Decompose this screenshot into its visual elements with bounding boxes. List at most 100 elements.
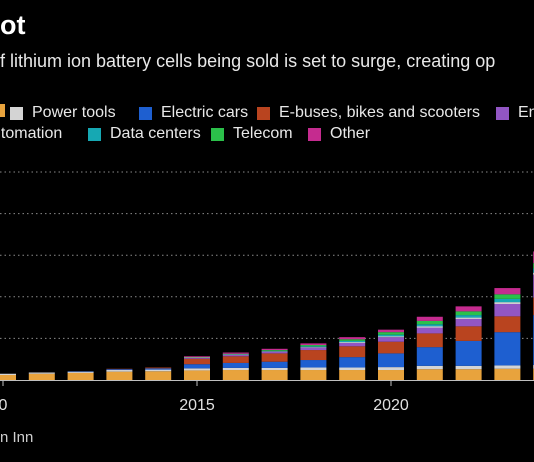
bar-segment xyxy=(494,302,521,304)
legend-row-2: utomation Data centers Telecom Other xyxy=(0,125,534,147)
bar-segment xyxy=(261,350,288,351)
bar-segment xyxy=(455,315,482,318)
bar-segment xyxy=(339,367,366,371)
source-note: n Inn xyxy=(0,429,34,446)
bar-segment xyxy=(416,316,443,321)
bar-segment xyxy=(222,356,249,363)
bar-segment xyxy=(106,371,133,380)
bar-segment xyxy=(455,365,482,370)
bar-segment xyxy=(455,317,482,319)
bar-segment xyxy=(455,306,482,312)
legend-swatch xyxy=(257,106,270,120)
bar-segment xyxy=(222,362,249,368)
bar-segment xyxy=(378,334,404,337)
bar-segment xyxy=(106,369,133,371)
bar-segment xyxy=(378,367,404,371)
legend-item: Data centers xyxy=(88,125,201,143)
bar-segment xyxy=(339,342,366,347)
legend-swatch xyxy=(211,127,224,141)
x-tick-label: 0 xyxy=(0,397,8,414)
bar-segment xyxy=(455,340,482,366)
bar-segment xyxy=(416,327,443,334)
bar-segment xyxy=(184,364,210,369)
bar-segment xyxy=(145,371,172,380)
legend-label: E-buses, bikes and scooters xyxy=(279,104,480,121)
x-tick-label: 2020 xyxy=(373,397,409,414)
bar-segment xyxy=(455,318,482,327)
bar-segment xyxy=(222,367,249,371)
legend-item: Telecom xyxy=(211,125,293,143)
bar-segment xyxy=(28,373,55,380)
legend-item: En xyxy=(496,104,534,122)
legend-item: utomation xyxy=(0,125,62,143)
bar-segment xyxy=(416,326,443,328)
bar-segment xyxy=(494,316,521,333)
legend-item: Power tools xyxy=(10,104,116,122)
bar-segment xyxy=(184,357,210,359)
legend-item: E-buses, bikes and scooters xyxy=(257,104,480,122)
bar-segment xyxy=(494,288,521,295)
bar-segment xyxy=(300,350,327,361)
legend-swatch xyxy=(308,127,321,141)
bar-segment xyxy=(261,367,288,371)
legend-swatch xyxy=(139,106,152,120)
bar-segment xyxy=(494,303,521,317)
legend-label: Other xyxy=(330,125,371,142)
bar-segment xyxy=(0,375,16,380)
bar-segment xyxy=(28,372,55,374)
bar-segment xyxy=(145,369,172,372)
bar-segment xyxy=(300,360,327,368)
bar-segment xyxy=(494,365,521,369)
bar-segment xyxy=(184,368,210,371)
bar-segment xyxy=(184,370,210,380)
bar-segment xyxy=(106,370,133,372)
bar-segment xyxy=(339,370,366,380)
bar-segment xyxy=(300,347,327,351)
bar-segment xyxy=(300,346,327,348)
bar-segment xyxy=(416,324,443,327)
bar-segment xyxy=(339,346,366,358)
legend-swatch xyxy=(10,106,23,120)
bar-segment xyxy=(416,347,443,366)
legend-label: Data centers xyxy=(110,125,201,142)
bar-segment xyxy=(494,294,521,299)
bar-segment xyxy=(339,342,366,343)
bar-segment xyxy=(339,339,366,341)
bar-segment xyxy=(339,337,366,340)
bar-segment xyxy=(494,298,521,303)
bar-segment xyxy=(184,358,210,365)
bar-segment xyxy=(378,353,404,368)
bar-segment xyxy=(416,365,443,370)
bar-segment xyxy=(300,370,327,380)
bar-segment xyxy=(494,368,521,380)
chart-title: ot xyxy=(0,10,26,40)
legend-item: Other xyxy=(308,125,370,143)
bar-segment xyxy=(455,326,482,341)
bar-segment xyxy=(455,369,482,380)
legend-swatch xyxy=(496,106,509,120)
chart-subtitle: f lithium ion battery cells being sold i… xyxy=(0,51,496,71)
legend-label: Electric cars xyxy=(161,104,249,121)
bar-segment xyxy=(0,373,16,376)
bar-segment xyxy=(184,356,210,358)
legend-label: En xyxy=(518,104,534,121)
bar-segment xyxy=(300,345,327,347)
bar-segment xyxy=(261,370,288,380)
bar-segment xyxy=(261,351,288,354)
bar-segment xyxy=(261,348,288,351)
bar-segment xyxy=(222,355,249,357)
bar-segment xyxy=(67,371,94,373)
bar-segment xyxy=(261,361,288,368)
bar-segment xyxy=(378,341,404,354)
bar-segment xyxy=(416,333,443,348)
bar-segment xyxy=(378,332,404,335)
legend-swatch xyxy=(0,104,5,117)
bar-segment xyxy=(222,352,249,354)
bar-segment xyxy=(339,340,366,343)
bar-segment xyxy=(378,337,404,342)
legend-label: Power tools xyxy=(32,104,116,121)
bar-segment xyxy=(378,336,404,338)
bar-segment xyxy=(339,357,366,368)
x-tick-label: 2015 xyxy=(179,397,215,414)
